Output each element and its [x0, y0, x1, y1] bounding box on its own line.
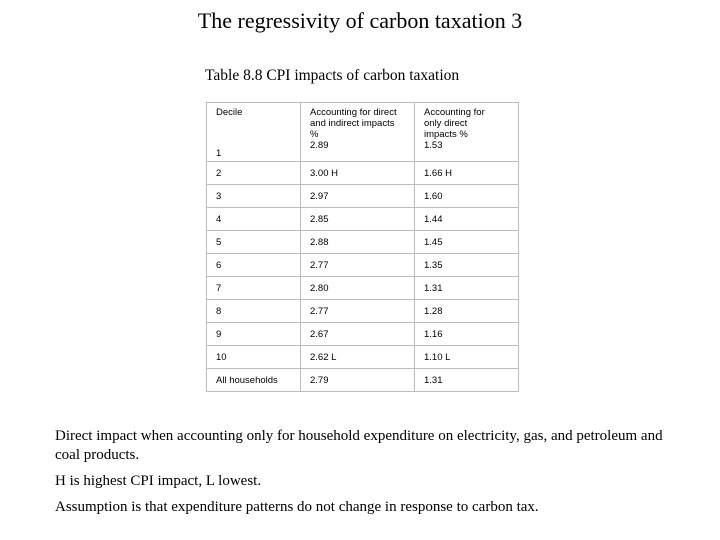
direct-only-value: 1.31 [414, 368, 519, 392]
header-line: Accounting for [424, 107, 485, 118]
decile-header-cell: Decile 1 [206, 102, 301, 162]
direct-only-value: 1.16 [414, 322, 519, 346]
direct-only-value: 1.10 L [414, 345, 519, 369]
direct-indirect-value: 2.77 [300, 299, 415, 323]
direct-indirect-value: 2.85 [300, 207, 415, 231]
slide-title: The regressivity of carbon taxation 3 [197, 8, 523, 33]
table-header-row: Decile 1 Accounting for direct and indir… [206, 102, 519, 162]
table-row: 5 2.88 1.45 [206, 230, 519, 254]
direct-only-value: 1.66 H [414, 161, 519, 185]
direct-only-header-cell: Accounting for only direct impacts % 1.5… [414, 102, 519, 162]
table-row: 8 2.77 1.28 [206, 299, 519, 323]
decile-value: 10 [206, 345, 301, 369]
decile-value: 9 [206, 322, 301, 346]
note-h-l-legend: H is highest CPI impact, L lowest. [55, 473, 262, 489]
cpi-impact-table: Decile 1 Accounting for direct and indir… [206, 102, 519, 392]
direct-indirect-value: 2.67 [300, 322, 415, 346]
direct-only-value: 1.53 [424, 140, 443, 151]
direct-indirect-header-cell: Accounting for direct and indirect impac… [300, 102, 415, 162]
decile-value: 8 [206, 299, 301, 323]
table-row: All households 2.79 1.31 [206, 368, 519, 392]
decile-header: Decile [216, 107, 243, 118]
table-row: 10 2.62 L 1.10 L [206, 345, 519, 369]
decile-value: 1 [216, 148, 222, 159]
notes: Direct impact when accounting only for h… [55, 427, 665, 524]
direct-indirect-value: 2.79 [300, 368, 415, 392]
direct-only-value: 1.44 [414, 207, 519, 231]
direct-only-value: 1.35 [414, 253, 519, 277]
decile-value: 5 [206, 230, 301, 254]
table-row: 3 2.97 1.60 [206, 184, 519, 208]
direct-indirect-value: 2.62 L [300, 345, 415, 369]
direct-indirect-value: 2.89 [310, 140, 329, 151]
decile-value: 6 [206, 253, 301, 277]
decile-value: 7 [206, 276, 301, 300]
direct-indirect-value: 2.77 [300, 253, 415, 277]
header-line: only direct [424, 118, 468, 129]
table-row: 9 2.67 1.16 [206, 322, 519, 346]
decile-value: 3 [206, 184, 301, 208]
table-caption: Table 8.8 CPI impacts of carbon taxation [205, 67, 460, 84]
table-row: 6 2.77 1.35 [206, 253, 519, 277]
table-row: 7 2.80 1.31 [206, 276, 519, 300]
note-assumption: Assumption is that expenditure patterns … [55, 499, 539, 515]
table-row: 2 3.00 H 1.66 H [206, 161, 519, 185]
direct-indirect-value: 2.88 [300, 230, 415, 254]
header-line: impacts % [424, 129, 468, 140]
direct-indirect-value: 2.80 [300, 276, 415, 300]
direct-indirect-value: 2.97 [300, 184, 415, 208]
direct-indirect-value: 3.00 H [300, 161, 415, 185]
header-line: % [310, 129, 319, 140]
direct-only-value: 1.28 [414, 299, 519, 323]
direct-only-value: 1.60 [414, 184, 519, 208]
header-line: Accounting for direct [310, 107, 397, 118]
decile-value: All households [206, 368, 301, 392]
direct-only-value: 1.45 [414, 230, 519, 254]
note-direct-impact: Direct impact when accounting only for h… [55, 428, 663, 463]
direct-only-value: 1.31 [414, 276, 519, 300]
decile-value: 2 [206, 161, 301, 185]
header-line: and indirect impacts [310, 118, 395, 129]
decile-value: 4 [206, 207, 301, 231]
table-row: 4 2.85 1.44 [206, 207, 519, 231]
